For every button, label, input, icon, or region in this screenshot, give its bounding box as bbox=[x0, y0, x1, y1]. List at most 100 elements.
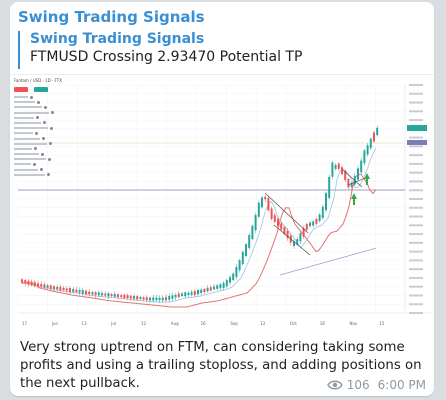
indicator-legend-row bbox=[14, 100, 54, 105]
candle bbox=[40, 284, 43, 287]
indicator-legend-text bbox=[14, 137, 40, 140]
price-tick-label bbox=[409, 162, 423, 165]
candle bbox=[222, 282, 225, 288]
candle bbox=[267, 198, 270, 211]
candle bbox=[88, 291, 91, 295]
candle bbox=[293, 241, 295, 247]
candle bbox=[62, 287, 65, 291]
indicator-menu-icon bbox=[51, 111, 54, 115]
price-chart: 17 Jun 13 Jul 12 Aug 16 Sep 13 Oct 18 Nov 15 bbox=[17, 84, 432, 326]
indicator-menu-icon bbox=[40, 168, 43, 172]
chart-image[interactable]: 17 Jun 13 Jul 12 Aug 16 Sep 13 Oct 18 Nov 15 Fantom … bbox=[10, 74, 434, 332]
candle bbox=[30, 281, 33, 286]
indicator-legend-row bbox=[14, 168, 54, 173]
candle bbox=[360, 160, 363, 173]
candle bbox=[107, 293, 110, 297]
indicator-menu-icon bbox=[44, 105, 47, 109]
candle bbox=[133, 296, 135, 299]
price-tick-label bbox=[409, 268, 423, 271]
indicator-legend-row bbox=[14, 162, 54, 167]
channel-name[interactable]: Swing Trading Signals bbox=[18, 8, 205, 26]
indicator-menu-icon bbox=[48, 157, 51, 161]
x-tick-label: Aug bbox=[171, 321, 179, 326]
candle bbox=[337, 163, 340, 169]
candle bbox=[283, 226, 286, 235]
indicator-menu-icon bbox=[43, 121, 46, 125]
price-tick-label bbox=[409, 154, 423, 157]
sell-badge bbox=[14, 87, 28, 92]
candle bbox=[46, 285, 49, 288]
price-tick-label bbox=[409, 180, 423, 183]
candle bbox=[181, 293, 183, 296]
candle bbox=[56, 286, 59, 290]
candle bbox=[110, 294, 113, 297]
indicator-legend-row bbox=[14, 95, 54, 100]
price-tick-label bbox=[409, 276, 423, 279]
candle bbox=[325, 193, 327, 211]
candle bbox=[49, 285, 52, 289]
candle bbox=[296, 239, 299, 245]
candle bbox=[136, 296, 139, 300]
price-tick-label bbox=[409, 92, 423, 95]
candle bbox=[190, 292, 193, 295]
reply-quote-text: FTMUSD Crossing 2.93470 Potential TP bbox=[30, 49, 303, 65]
indicator-legend-row bbox=[14, 142, 54, 147]
message-meta: 106 6:00 PM bbox=[326, 378, 426, 392]
candle bbox=[312, 221, 315, 226]
candle bbox=[27, 280, 30, 285]
candle bbox=[251, 225, 254, 240]
price-tick-label bbox=[409, 145, 423, 148]
indicator-menu-icon bbox=[42, 137, 45, 140]
x-tick-label: Jun bbox=[51, 321, 59, 326]
reply-quote[interactable]: Swing Trading Signals FTMUSD Crossing 2.… bbox=[18, 31, 302, 69]
candle bbox=[126, 295, 129, 299]
ma-fast-line bbox=[21, 147, 377, 303]
candle bbox=[261, 197, 263, 208]
indicator-menu-icon bbox=[33, 162, 36, 166]
candle bbox=[328, 176, 331, 199]
candle bbox=[280, 223, 283, 230]
candle bbox=[366, 145, 369, 155]
indicator-legend-text bbox=[14, 168, 38, 171]
candle bbox=[24, 280, 27, 284]
price-tick-label bbox=[409, 241, 423, 244]
candle bbox=[113, 294, 116, 297]
candle bbox=[78, 290, 81, 293]
candle bbox=[302, 228, 305, 237]
candle bbox=[373, 132, 375, 142]
x-tick-label: 18 bbox=[320, 321, 326, 326]
candle bbox=[245, 244, 247, 256]
indicator-menu-icon bbox=[36, 116, 39, 120]
indicator-legend-row bbox=[14, 131, 54, 136]
candle bbox=[72, 289, 75, 292]
candle bbox=[305, 223, 308, 231]
candle bbox=[94, 292, 97, 296]
candle bbox=[174, 294, 177, 298]
candle bbox=[213, 286, 215, 290]
candle bbox=[43, 284, 46, 288]
candle bbox=[165, 297, 167, 301]
message-time: 6:00 PM bbox=[377, 378, 426, 392]
candle bbox=[209, 287, 212, 291]
indicator-legend-row bbox=[14, 126, 54, 131]
message-caption: Very strong uptrend on FTM, can consider… bbox=[20, 340, 422, 391]
price-tick-label bbox=[409, 224, 423, 227]
candle bbox=[21, 279, 23, 283]
x-tick-label: 13 bbox=[82, 321, 88, 326]
candle bbox=[225, 280, 228, 287]
price-tick-label bbox=[409, 110, 423, 113]
candle bbox=[206, 287, 209, 292]
price-tick-label bbox=[409, 294, 423, 297]
candle bbox=[369, 138, 372, 149]
eye-icon bbox=[326, 380, 343, 390]
candle bbox=[344, 170, 347, 181]
price-tick-label bbox=[409, 171, 423, 174]
indicator-legend-row bbox=[14, 157, 54, 162]
candle bbox=[139, 297, 142, 300]
indicator-legend-row bbox=[14, 116, 54, 121]
current-price-tag bbox=[407, 125, 427, 131]
candle bbox=[248, 235, 251, 249]
candle bbox=[145, 297, 148, 301]
candle bbox=[264, 196, 267, 200]
candle bbox=[315, 218, 318, 224]
